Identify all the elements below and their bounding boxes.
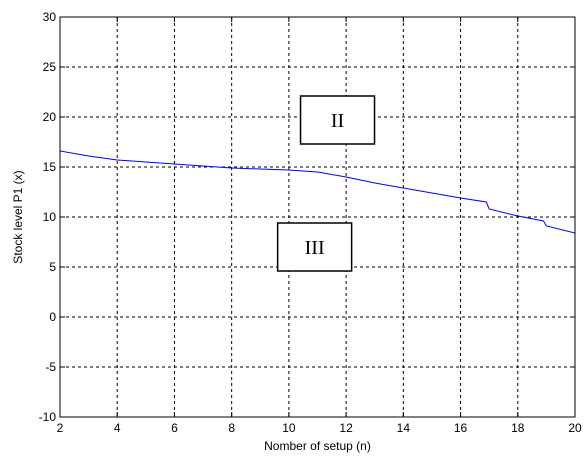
y-tick-label: 30 xyxy=(43,10,57,24)
series-line xyxy=(59,17,576,417)
x-tick-label: 18 xyxy=(511,421,525,435)
series-layer xyxy=(59,17,576,417)
y-tick-label: 5 xyxy=(49,260,56,274)
y-tick-label: -10 xyxy=(39,410,57,424)
y-tick-label: 10 xyxy=(43,210,57,224)
x-tick-label: 4 xyxy=(114,421,121,435)
y-tick-label: 15 xyxy=(43,160,57,174)
y-tick-label: 25 xyxy=(43,60,57,74)
y-tick-label: -5 xyxy=(45,360,56,374)
x-tick-label: 2 xyxy=(57,421,64,435)
x-tick-label: 20 xyxy=(568,421,582,435)
ticks: 2 4 6 8 10 12 14 16 18 20 -10 -5 0 5 10 15 20 25 30 xyxy=(39,10,582,435)
region-label-box xyxy=(299,95,376,145)
x-tick-label: 6 xyxy=(171,421,178,435)
x-tick-label: 10 xyxy=(282,421,296,435)
x-tick-label: 14 xyxy=(397,421,411,435)
x-tick-label: 8 xyxy=(228,421,235,435)
x-tick-label: 12 xyxy=(339,421,353,435)
y-tick-label: 20 xyxy=(43,110,57,124)
region-label-box xyxy=(276,222,353,272)
y-tick-label: 0 xyxy=(49,310,56,324)
region-label-text: III xyxy=(305,237,325,259)
x-axis-label: Nomber of setup (n) xyxy=(264,439,371,453)
grid xyxy=(60,17,575,417)
region-label-text: II xyxy=(331,110,344,132)
x-tick-label: 16 xyxy=(454,421,468,435)
y-axis-label: Stock level P1 (x) xyxy=(11,170,25,263)
